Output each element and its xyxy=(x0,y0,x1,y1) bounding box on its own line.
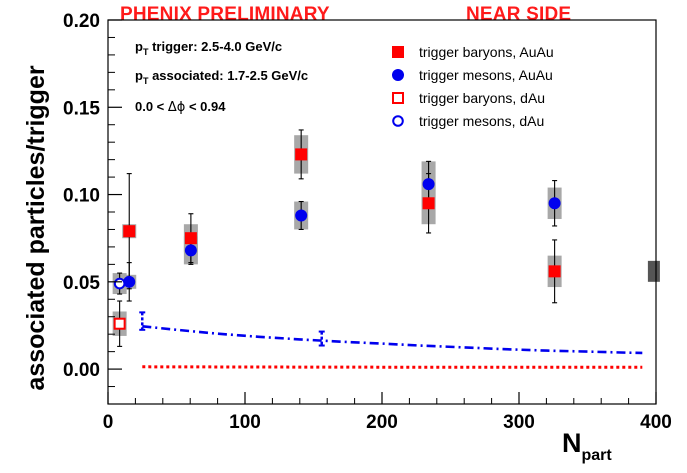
data-point xyxy=(184,244,197,257)
data-point xyxy=(113,317,126,330)
x-axis-label: Npart xyxy=(562,428,612,464)
legend-label: trigger baryons, AuAu xyxy=(419,44,554,60)
annotation-associated-pt-pre: p xyxy=(135,68,143,83)
y-tick-label: 0.20 xyxy=(63,11,100,32)
data-point xyxy=(422,178,435,191)
annotation-trigger-pt-pre: p xyxy=(135,39,143,54)
legend-label: trigger mesons, AuAu xyxy=(419,67,553,83)
data-point xyxy=(548,265,561,278)
x-tick-label: 400 xyxy=(640,412,672,433)
annotation-trigger-pt-post: trigger: 2.5-4.0 GeV/c xyxy=(148,39,282,54)
annotation-associated-pt: pT associated: 1.7-2.5 GeV/c xyxy=(135,68,308,86)
y-tick-label: 0.10 xyxy=(63,186,100,207)
annotation-associated-pt-sub: T xyxy=(143,76,149,86)
annotation-dphi-sym: Δϕ xyxy=(168,100,185,115)
x-tick-label: 0 xyxy=(103,412,114,433)
systematic-bands xyxy=(112,135,562,336)
data-point xyxy=(113,277,126,290)
y-tick-label: 0.05 xyxy=(63,273,100,294)
error-bars xyxy=(117,129,558,347)
data-point xyxy=(295,148,308,161)
axes: 0 100 200 300 400 0.00 0.05 0.10 0.15 0.20 xyxy=(63,11,672,433)
legend-marker xyxy=(392,115,404,127)
y-axis-label: associated particles/trigger xyxy=(22,65,50,390)
normalization-uncertainty-box xyxy=(647,260,660,282)
annotation-dphi-post: < 0.94 xyxy=(185,99,226,114)
legend-label: trigger mesons, dAu xyxy=(419,113,544,129)
model-curve-blue-dashdot xyxy=(142,325,643,355)
data-point xyxy=(184,232,197,245)
annotation-associated-pt-post: associated: 1.7-2.5 GeV/c xyxy=(148,68,308,83)
x-axis-label-main: N xyxy=(562,428,582,458)
legend-marker xyxy=(392,46,404,58)
x-axis-label-sub: part xyxy=(582,447,613,464)
data-markers xyxy=(113,148,660,330)
legend-marker xyxy=(392,92,404,104)
data-point xyxy=(123,275,136,288)
y-tick-label: 0.15 xyxy=(63,98,100,119)
data-point xyxy=(123,225,136,238)
data-point xyxy=(295,209,308,222)
annotation-trigger-pt: pT trigger: 2.5-4.0 GeV/c xyxy=(135,39,282,57)
model-curves xyxy=(139,311,643,369)
model-curve-red-dotted xyxy=(142,365,643,369)
data-point xyxy=(422,197,435,210)
annotation-dphi-pre: 0.0 < xyxy=(135,99,168,114)
legend-marker xyxy=(392,69,404,81)
legend-label: trigger baryons, dAu xyxy=(419,90,545,106)
y-tick-label: 0.00 xyxy=(63,360,100,381)
legend: trigger baryons, AuAu trigger mesons, AuA… xyxy=(392,44,554,129)
x-tick-label: 200 xyxy=(366,412,398,433)
annotation-trigger-pt-sub: T xyxy=(143,47,149,57)
x-tick-label: 100 xyxy=(229,412,261,433)
data-point xyxy=(548,197,561,210)
annotation-dphi-range: 0.0 < Δϕ < 0.94 xyxy=(135,99,226,115)
x-tick-label: 300 xyxy=(503,412,535,433)
